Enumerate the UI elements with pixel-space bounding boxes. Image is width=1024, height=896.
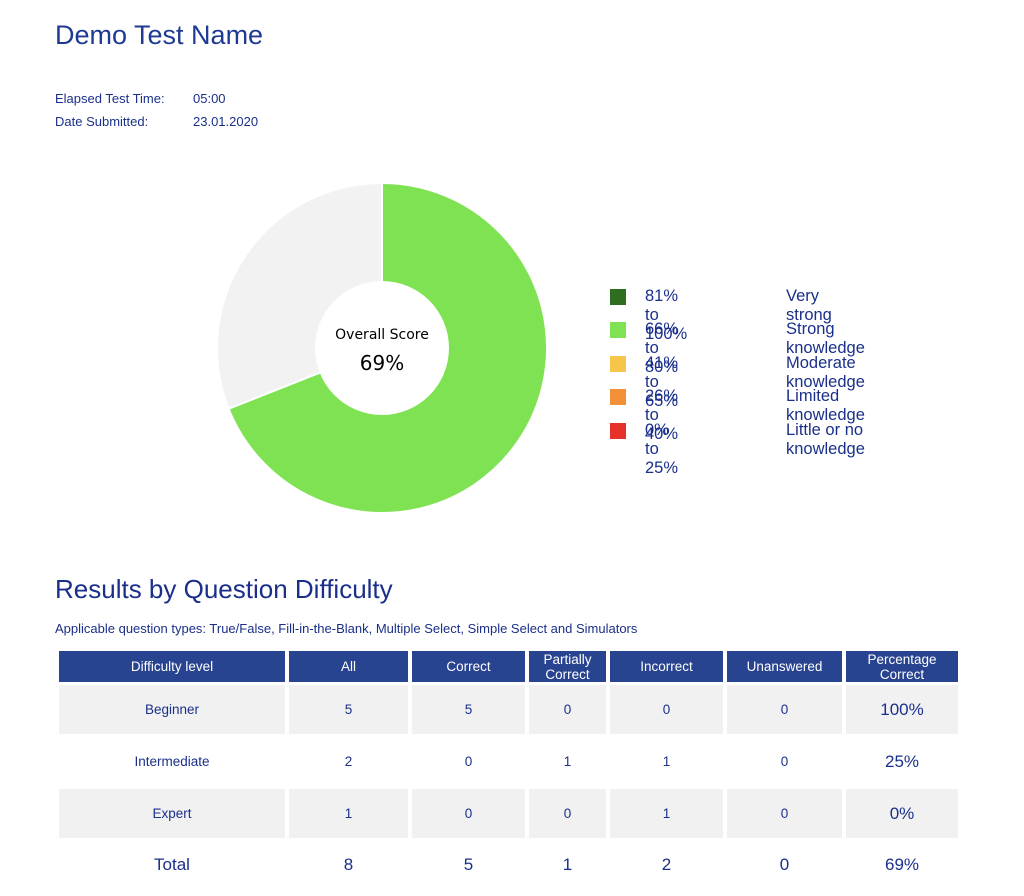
legend-swatch xyxy=(610,389,626,406)
cell-correct: 5 xyxy=(463,855,474,874)
cell-correct: 0 xyxy=(464,754,473,769)
center-value: 69% xyxy=(360,351,404,375)
difficulty-section-title: Results by Question Difficulty xyxy=(55,574,393,604)
cell-percentage-correct: 69% xyxy=(884,855,920,874)
elapsed-time-value: 05:00 xyxy=(193,91,226,106)
cell-incorrect: 1 xyxy=(662,754,671,769)
cell-unanswered: 0 xyxy=(727,789,842,838)
cell-incorrect: 1 xyxy=(610,789,723,838)
cell-difficulty-level: Beginner xyxy=(59,685,285,734)
cell-percentage-correct: 0% xyxy=(846,789,958,838)
center-label: Overall Score xyxy=(335,327,429,343)
legend-label: Little or no knowledge xyxy=(786,420,865,458)
legend-label: Limited knowledge xyxy=(786,387,865,425)
legend-range: 0% to 25% xyxy=(645,420,679,477)
cell-partially-correct: 0 xyxy=(529,685,606,734)
cell-unanswered: 0 xyxy=(779,855,790,874)
cell-partially-correct: 0 xyxy=(529,789,606,838)
legend-range: 81% to 100% xyxy=(645,287,688,343)
overall-score-donut-chart: Overall Score 69% xyxy=(216,182,548,514)
legend-swatch xyxy=(610,355,626,372)
header-difficulty-level: Difficulty level xyxy=(59,651,285,682)
cell-incorrect: 0 xyxy=(610,685,723,734)
legend-label: Strong knowledge xyxy=(786,320,865,358)
total-row: Total 8 5 1 2 0 69% xyxy=(59,841,958,889)
legend-label: Moderate knowledge xyxy=(786,353,865,391)
header-partially-correct: Partially Correct xyxy=(529,651,606,682)
cell-difficulty-level: Expert xyxy=(59,789,285,838)
legend-swatch xyxy=(610,322,626,339)
header-percentage-correct: Percentage Correct xyxy=(846,651,958,682)
elapsed-time-label: Elapsed Test Time: xyxy=(55,91,165,106)
cell-incorrect: 2 xyxy=(661,855,672,874)
header-correct: Correct xyxy=(412,651,525,682)
cell-correct: 5 xyxy=(412,685,525,734)
table-row: Beginner 5 5 0 0 0 100% xyxy=(59,685,958,734)
cell-difficulty-level: Total xyxy=(154,855,190,874)
cell-unanswered: 0 xyxy=(727,685,842,734)
cell-unanswered: 0 xyxy=(780,754,789,769)
cell-percentage-correct: 25% xyxy=(884,751,920,771)
table-row: Expert 1 0 0 1 0 0% xyxy=(59,789,958,838)
cell-difficulty-level: Intermediate xyxy=(134,754,210,769)
cell-all: 2 xyxy=(344,754,353,769)
cell-all: 8 xyxy=(343,855,354,874)
legend-swatch xyxy=(610,289,626,305)
difficulty-results-table: Difficulty level All Correct Partially Corr… xyxy=(55,648,962,892)
table-row: Intermediate 2 0 1 1 0 25% xyxy=(59,737,958,786)
page-title: Demo Test Name xyxy=(55,20,264,50)
cell-partially-correct: 1 xyxy=(562,855,573,874)
header-incorrect: Incorrect xyxy=(610,651,723,682)
legend-label: Very strong xyxy=(786,287,832,324)
question-types-note: Applicable question types: True/False, F… xyxy=(55,621,638,636)
header-unanswered: Unanswered xyxy=(727,651,842,682)
cell-all: 1 xyxy=(289,789,408,838)
cell-partially-correct: 1 xyxy=(563,754,572,769)
cell-percentage-correct: 100% xyxy=(846,685,958,734)
legend-range: 66% to 80% xyxy=(645,320,679,377)
date-submitted-row: Date Submitted: 23.01.2020 xyxy=(55,114,258,129)
legend-swatch xyxy=(610,422,626,439)
elapsed-time-row: Elapsed Test Time: 05:00 xyxy=(55,91,226,106)
donut-hole xyxy=(315,281,449,415)
cell-all: 5 xyxy=(289,685,408,734)
cell-correct: 0 xyxy=(412,789,525,838)
header-all: All xyxy=(289,651,408,682)
legend-range: 41% to 65% xyxy=(645,353,679,410)
date-submitted-label: Date Submitted: xyxy=(55,114,149,129)
legend-range: 26% to 40% xyxy=(645,387,679,444)
date-submitted-value: 23.01.2020 xyxy=(193,114,259,129)
